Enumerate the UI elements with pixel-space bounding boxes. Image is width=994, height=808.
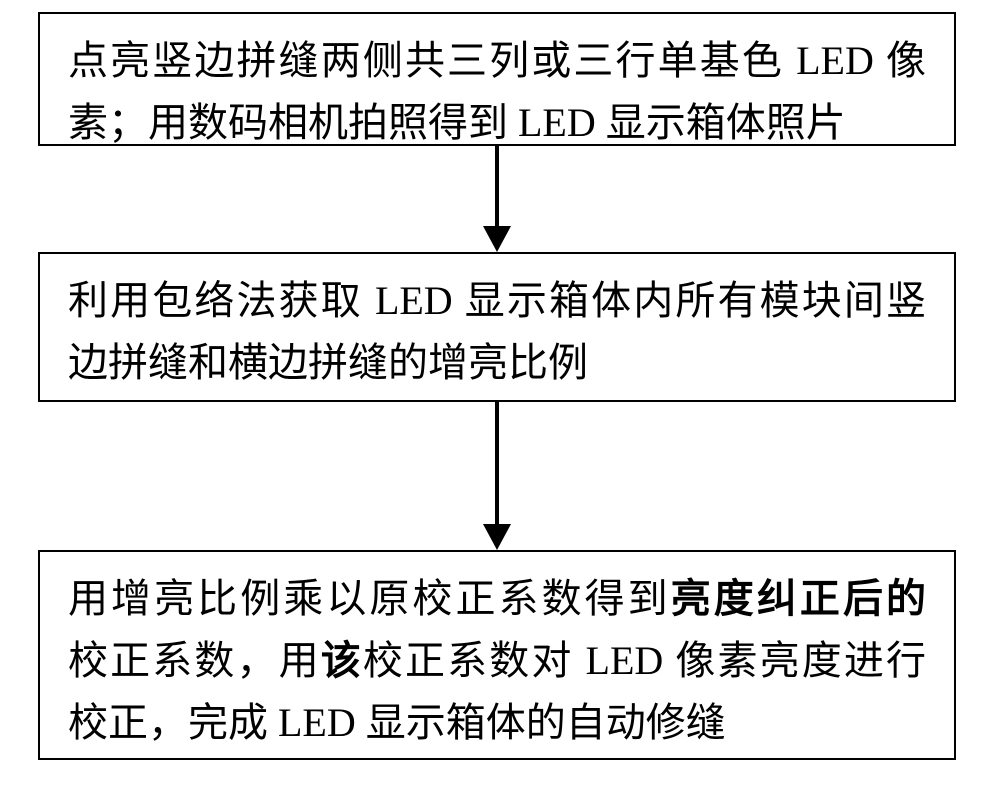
node-text-line: 边拼缝和横边拼缝的增亮比例 <box>68 332 926 394</box>
node-text-line: 点亮竖边拼缝两侧共三列或三行单基色 LED 像 <box>68 30 926 92</box>
arrow-shaft <box>495 402 499 524</box>
bold-text: 亮度纠正后的 <box>671 576 926 621</box>
text: 用增亮比例乘以原校正系数得到 <box>68 576 671 621</box>
flowchart-canvas: 点亮竖边拼缝两侧共三列或三行单基色 LED 像素；用数码相机拍照得到 LED 显… <box>0 0 994 808</box>
text: 校正系数对 LED 像素亮度进行 <box>363 638 926 683</box>
text: 边拼缝和横边拼缝的增亮比例 <box>68 340 588 385</box>
text: 校正，完成 LED 显示箱体的自动修缝 <box>68 700 726 745</box>
node-text-line: 用增亮比例乘以原校正系数得到亮度纠正后的 <box>68 568 926 630</box>
arrow-head <box>483 226 511 252</box>
text: 利用包络法获取 LED 显示箱体内所有模块间竖 <box>68 278 926 323</box>
arrow-head <box>483 524 511 550</box>
arrow-shaft <box>495 146 499 226</box>
flowchart-node-step1: 点亮竖边拼缝两侧共三列或三行单基色 LED 像素；用数码相机拍照得到 LED 显… <box>38 12 956 146</box>
flowchart-node-step2: 利用包络法获取 LED 显示箱体内所有模块间竖边拼缝和横边拼缝的增亮比例 <box>38 252 956 402</box>
node-text-line: 校正系数，用该校正系数对 LED 像素亮度进行 <box>68 630 926 692</box>
bold-text: 该 <box>321 638 363 683</box>
flowchart-node-step3: 用增亮比例乘以原校正系数得到亮度纠正后的校正系数，用该校正系数对 LED 像素亮… <box>38 550 956 760</box>
node-text-line: 校正，完成 LED 显示箱体的自动修缝 <box>68 692 926 754</box>
text: 校正系数，用 <box>68 638 321 683</box>
text: 素；用数码相机拍照得到 LED 显示箱体照片 <box>68 100 846 145</box>
text: 点亮竖边拼缝两侧共三列或三行单基色 LED 像 <box>68 38 926 83</box>
node-text-line: 利用包络法获取 LED 显示箱体内所有模块间竖 <box>68 270 926 332</box>
node-text-line: 素；用数码相机拍照得到 LED 显示箱体照片 <box>68 92 926 146</box>
